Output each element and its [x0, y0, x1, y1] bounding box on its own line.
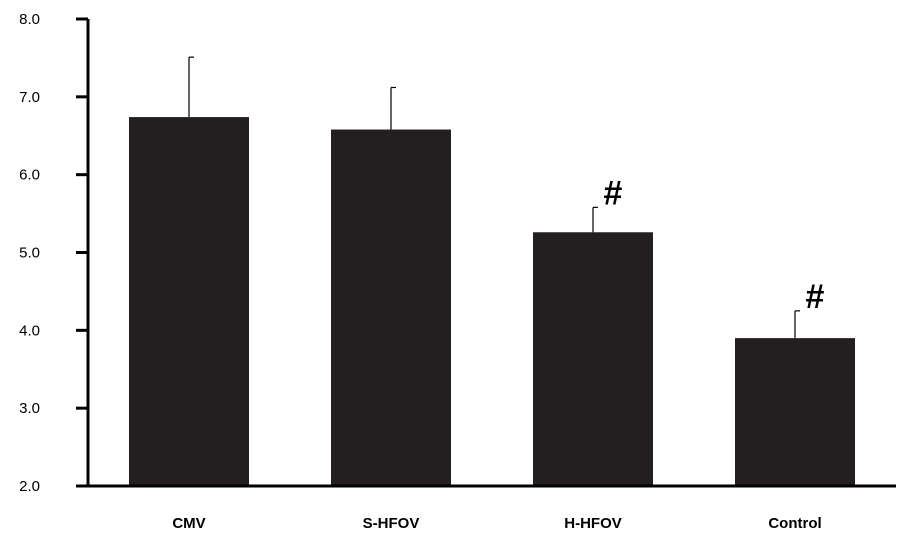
x-category-label: CMV	[172, 515, 205, 532]
y-tick-label: 2.0	[19, 478, 40, 495]
y-tick-label: 7.0	[19, 89, 40, 106]
y-tick-label: 6.0	[19, 167, 40, 184]
x-labels-group: CMV S-HFOV H-HFOV Control	[172, 515, 821, 532]
bar-s-hfov	[331, 129, 451, 487]
x-category-label: Control	[768, 515, 821, 532]
bar-cmv	[129, 117, 249, 486]
significance-annotation: #	[806, 278, 825, 316]
x-category-label: S-HFOV	[363, 515, 420, 532]
y-tick-label: 3.0	[19, 400, 40, 417]
y-tick-label: 5.0	[19, 245, 40, 262]
bar-control	[735, 338, 855, 486]
x-category-label: H-HFOV	[564, 515, 622, 532]
y-tick-label: 8.0	[19, 11, 40, 28]
significance-annotation: #	[604, 174, 623, 212]
y-tick-label: 4.0	[19, 322, 40, 339]
error-bars-group	[188, 56, 800, 339]
y-ticks-group: 2.0 3.0 4.0 5.0 6.0 7.0 8.0	[19, 11, 88, 495]
bars-group	[129, 117, 855, 487]
bar-h-hfov	[533, 232, 653, 486]
annotations-group: ##	[604, 174, 825, 316]
